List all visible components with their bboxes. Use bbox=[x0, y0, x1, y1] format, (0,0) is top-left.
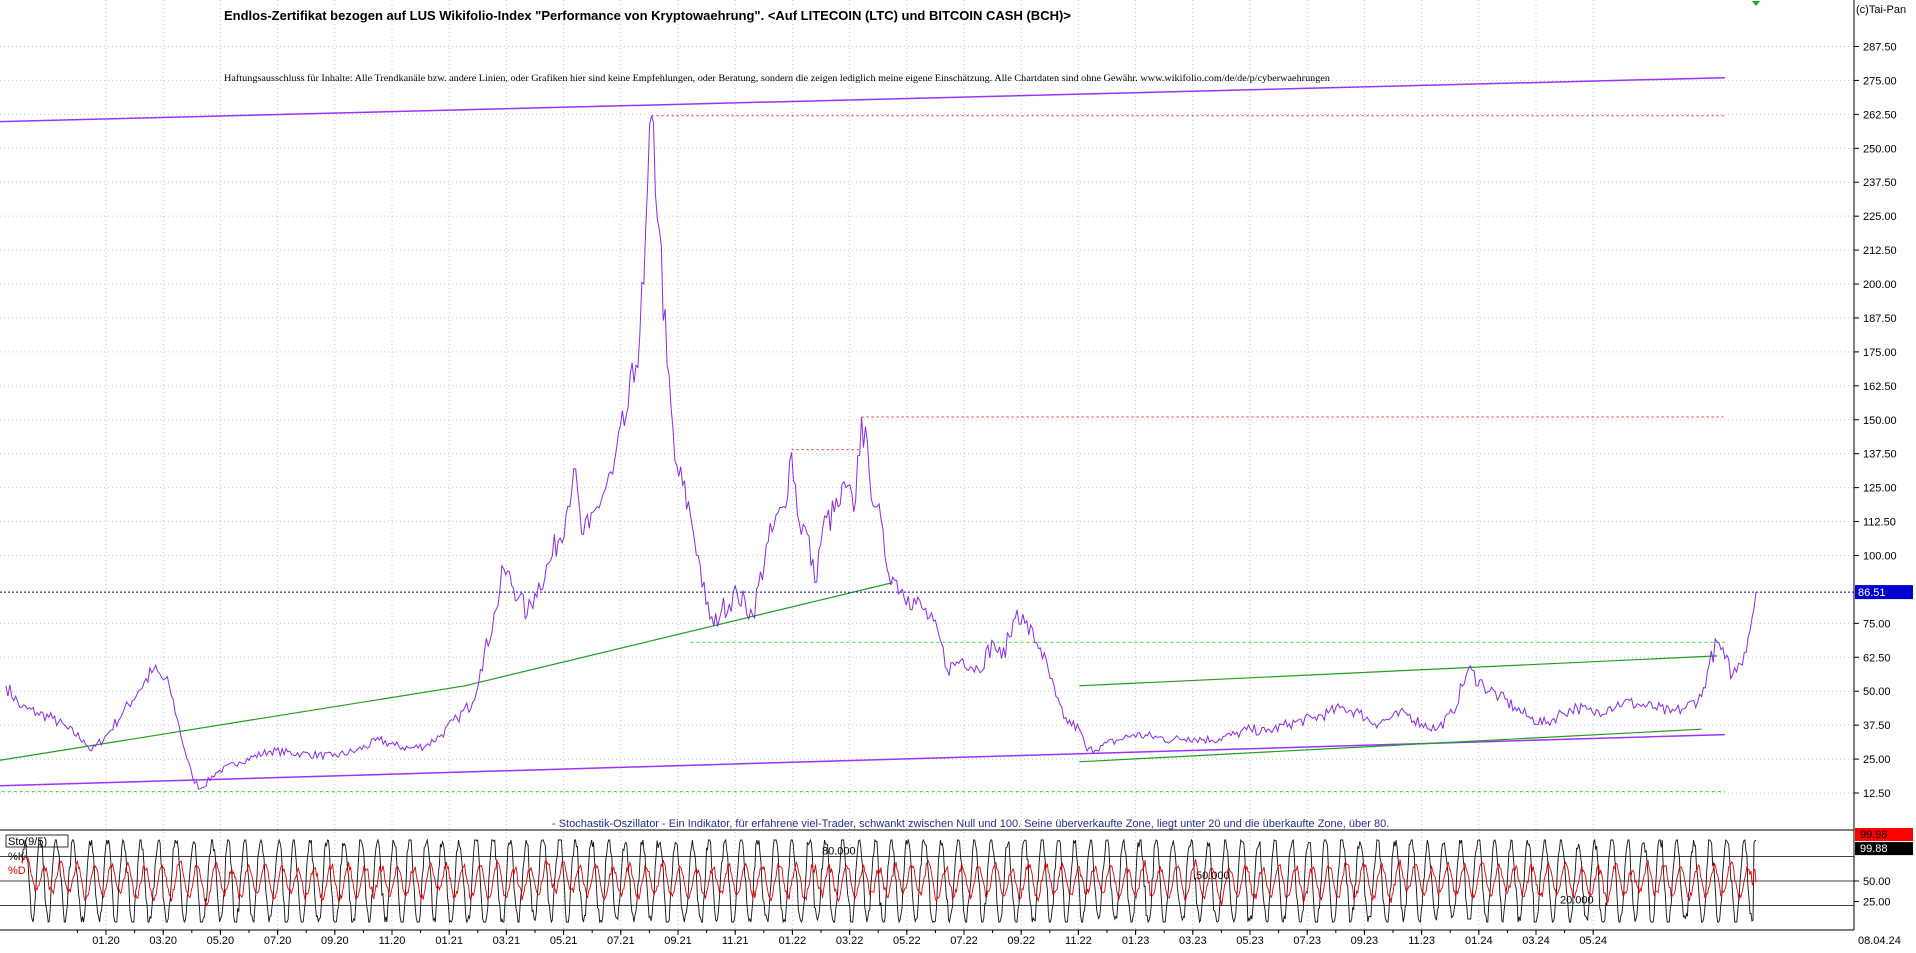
x-tick-label: 11.20 bbox=[379, 935, 406, 947]
last-price-label: 86.51 bbox=[1858, 587, 1886, 599]
y-tick-label: 287.50 bbox=[1863, 42, 1897, 54]
y-tick-label: 262.50 bbox=[1863, 109, 1897, 121]
stoch-k-badge bbox=[1855, 828, 1913, 842]
x-tick-label: 05.24 bbox=[1579, 935, 1607, 947]
x-tick-label: 07.23 bbox=[1293, 935, 1321, 947]
oscillator-description: - Stochastik-Oszillator - Ein Indikator,… bbox=[552, 818, 1389, 830]
x-tick-label: 09.20 bbox=[321, 935, 349, 947]
y-tick-label: 150.00 bbox=[1863, 415, 1897, 427]
y-tick-label: 100.00 bbox=[1863, 550, 1897, 562]
x-tick-label: 05.21 bbox=[550, 935, 578, 947]
x-tick-label: 05.22 bbox=[893, 935, 921, 947]
y-tick-label: 137.50 bbox=[1863, 449, 1897, 461]
y-tick-label: 275.00 bbox=[1863, 75, 1897, 87]
x-tick-label: 03.22 bbox=[836, 935, 864, 947]
y-tick-label: 175.00 bbox=[1863, 347, 1897, 359]
stoch-level-label: 50.000 bbox=[1196, 870, 1230, 882]
x-tick-label: 03.23 bbox=[1179, 935, 1207, 947]
stoch-level-label: 80.000 bbox=[822, 845, 856, 857]
legend-d: %D bbox=[8, 865, 26, 877]
legend-k: %K bbox=[8, 851, 26, 863]
stoch-k-value: 99.98 bbox=[1860, 829, 1888, 841]
stoch-y-tick-label: 25.00 bbox=[1863, 897, 1891, 909]
x-tick-label: 07.21 bbox=[607, 935, 635, 947]
x-tick-label: 07.22 bbox=[950, 935, 978, 947]
x-tick-label: 01.22 bbox=[779, 935, 807, 947]
chart-title: Endlos-Zertifikat bezogen auf LUS Wikifo… bbox=[224, 8, 1071, 23]
x-date-label: 08.04.24 bbox=[1858, 935, 1901, 947]
channel-bottom-line bbox=[1079, 728, 1702, 763]
x-tick-label: 01.20 bbox=[92, 935, 120, 947]
copyright-label: (c)Tai-Pan bbox=[1856, 4, 1906, 16]
upper-trend-line bbox=[0, 76, 1725, 123]
price-line bbox=[5, 115, 1757, 790]
x-tick-label: 07.20 bbox=[264, 935, 292, 947]
indicator-label: Sto(9/5) bbox=[8, 836, 47, 848]
indicator-label-box bbox=[5, 834, 69, 848]
stoch-level-label: 20.000 bbox=[1560, 895, 1594, 907]
y-tick-label: 50.00 bbox=[1863, 686, 1891, 698]
y-tick-label: 212.50 bbox=[1863, 245, 1897, 257]
x-tick-label: 01.24 bbox=[1465, 935, 1493, 947]
x-tick-label: 09.23 bbox=[1351, 935, 1379, 947]
y-tick-label: 250.00 bbox=[1863, 143, 1897, 155]
y-tick-label: 25.00 bbox=[1863, 754, 1891, 766]
y-tick-label: 75.00 bbox=[1863, 618, 1891, 630]
rising-trend-line bbox=[0, 582, 893, 761]
y-tick-label: 37.50 bbox=[1863, 720, 1891, 732]
y-tick-label: 200.00 bbox=[1863, 279, 1897, 291]
y-tick-label: 62.50 bbox=[1863, 652, 1891, 664]
x-tick-label: 09.21 bbox=[664, 935, 692, 947]
y-tick-label: 187.50 bbox=[1863, 313, 1897, 325]
y-tick-label: 237.50 bbox=[1863, 177, 1897, 189]
lower-trend-line bbox=[0, 733, 1725, 787]
trend-lines bbox=[0, 76, 1854, 793]
x-tick-label: 05.20 bbox=[207, 935, 235, 947]
x-tick-label: 03.20 bbox=[149, 935, 177, 947]
x-tick-label: 03.21 bbox=[493, 935, 521, 947]
last-price-badge bbox=[1855, 585, 1913, 600]
x-tick-label: 01.23 bbox=[1122, 935, 1150, 947]
channel-top-line bbox=[1079, 655, 1718, 687]
price-series bbox=[5, 115, 1757, 790]
x-tick-label: 11.21 bbox=[722, 935, 749, 947]
stoch-k-line bbox=[21, 838, 1757, 924]
stochastic-panel: 80.000 50.000 20.000 Sto(9/5) %K %D bbox=[0, 834, 1854, 924]
stoch-d-line bbox=[21, 854, 1757, 907]
stoch-d-badge bbox=[1855, 842, 1913, 856]
x-tick-label: 09.22 bbox=[1007, 935, 1035, 947]
stoch-y-tick-label: 50.00 bbox=[1863, 876, 1891, 888]
y-tick-label: 162.50 bbox=[1863, 381, 1897, 393]
x-tick-label: 01.21 bbox=[435, 935, 463, 947]
x-tick-label: 03.24 bbox=[1522, 935, 1550, 947]
stoch-d-value: 99.88 bbox=[1860, 843, 1888, 855]
disclaimer-text: Haftungsausschluss für Inhalte: Alle Tre… bbox=[224, 73, 1331, 83]
x-tick-label: 05.23 bbox=[1236, 935, 1264, 947]
y-tick-label: 112.50 bbox=[1863, 517, 1896, 529]
y-tick-label: 225.00 bbox=[1863, 211, 1897, 223]
x-tick-label: 11.22 bbox=[1065, 935, 1092, 947]
y-tick-label: 12.50 bbox=[1863, 788, 1891, 800]
y-tick-label: 125.00 bbox=[1863, 483, 1897, 495]
marker-icon bbox=[1752, 1, 1760, 6]
x-tick-label: 11.23 bbox=[1408, 935, 1435, 947]
